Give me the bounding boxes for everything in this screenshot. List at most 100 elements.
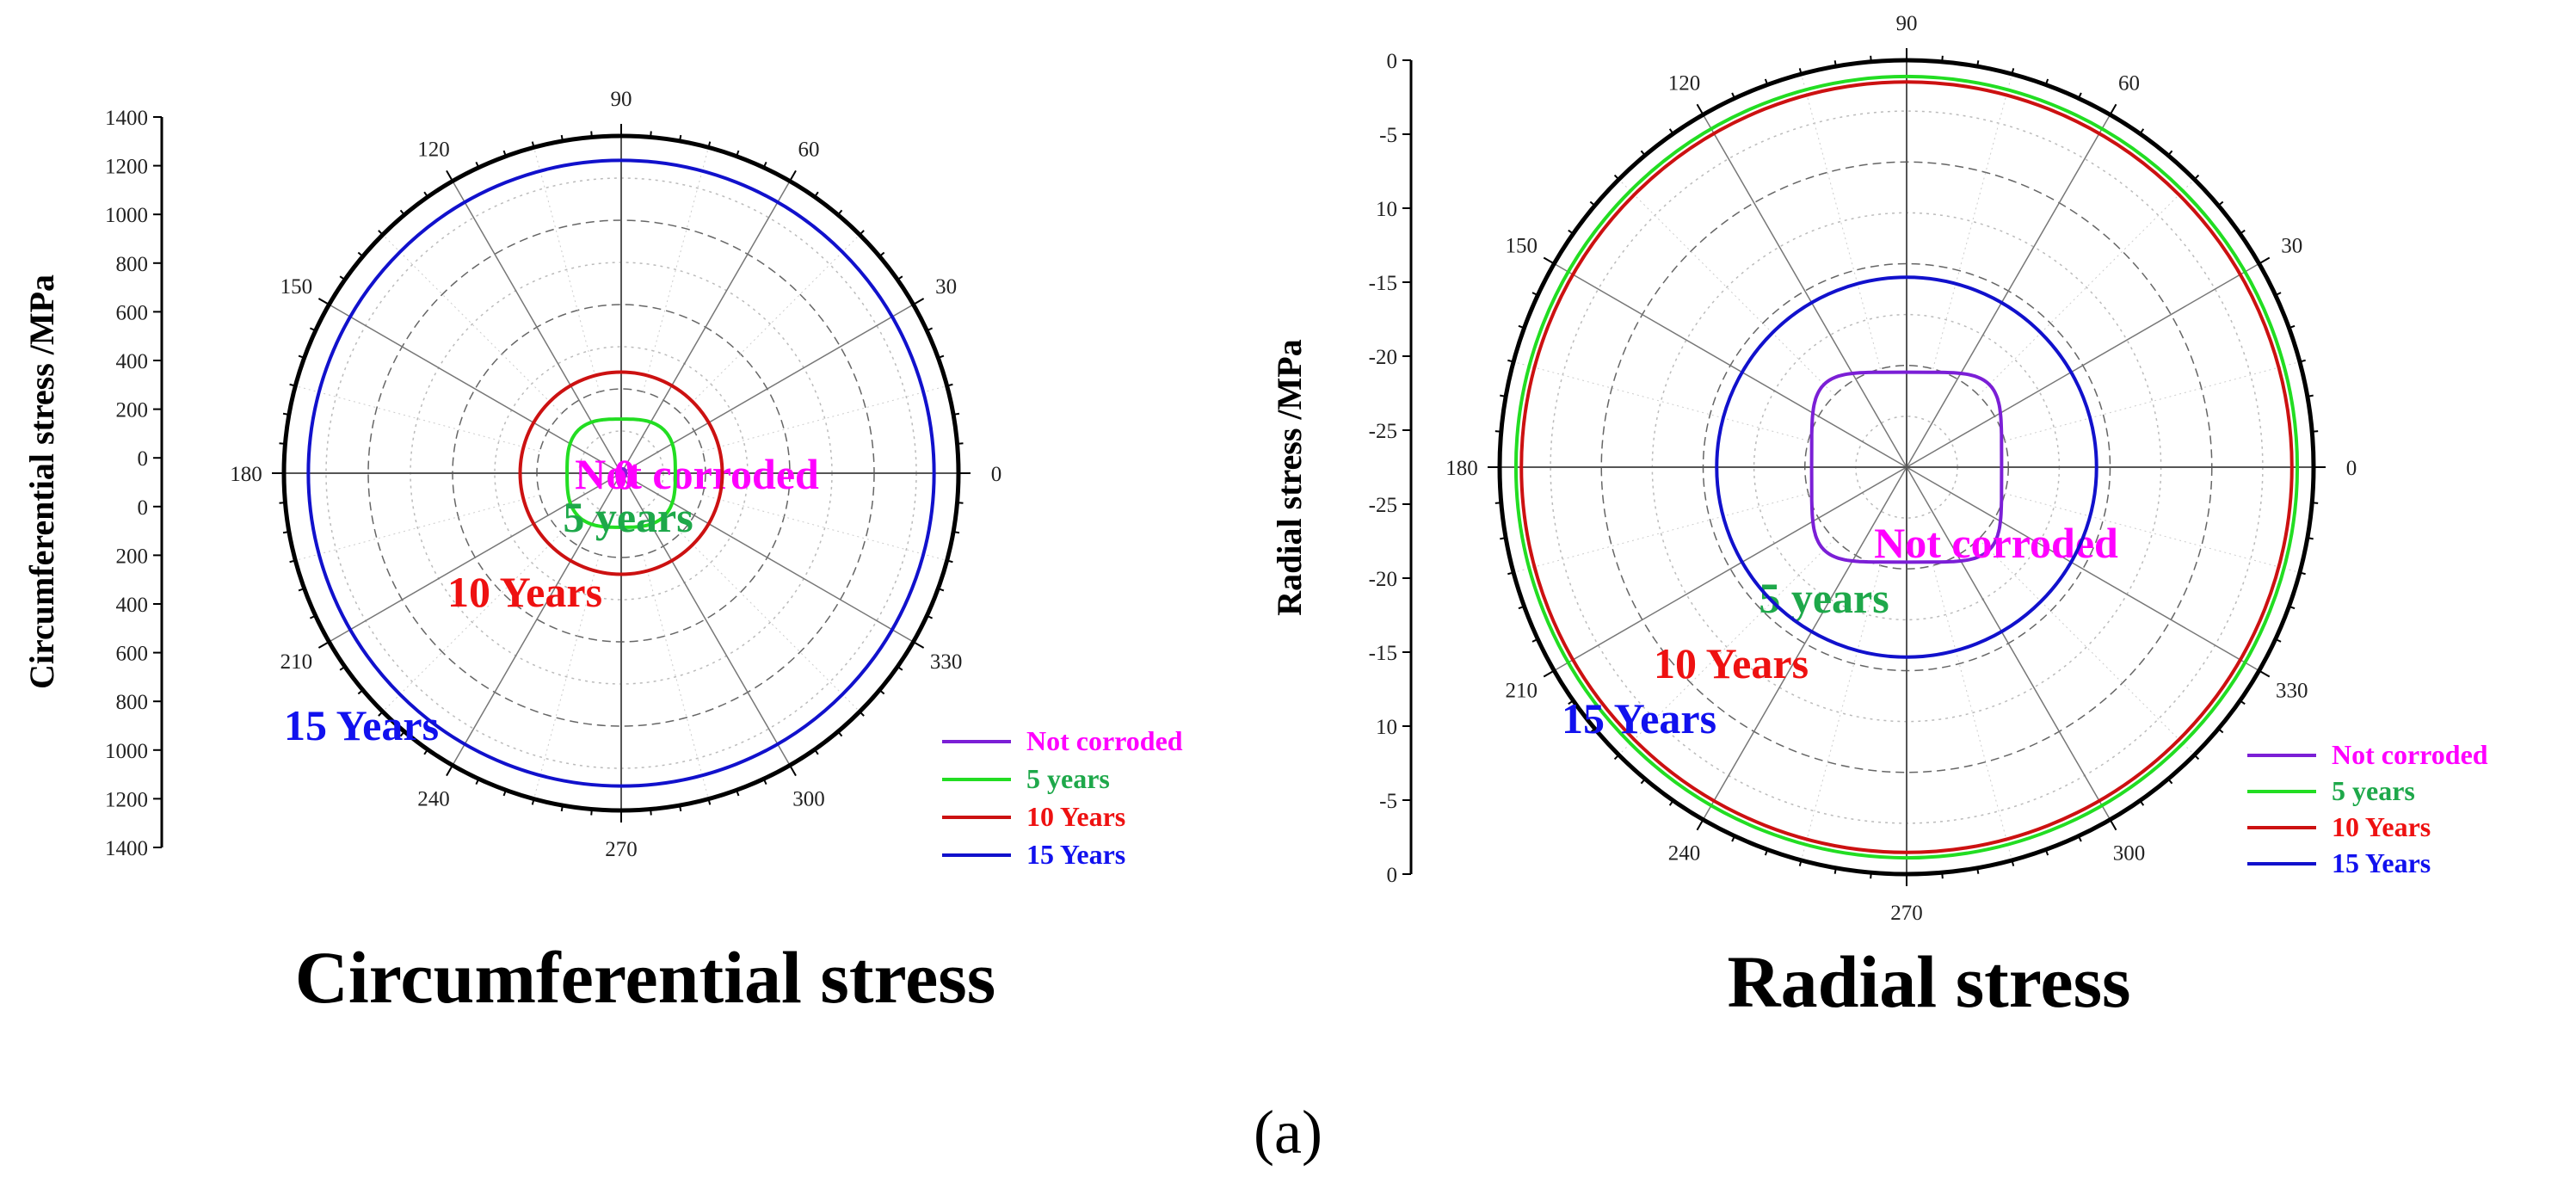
angle-tick-mark <box>789 169 797 182</box>
angle-tick-mark <box>938 354 945 359</box>
angle-tick-mark <box>2011 68 2015 75</box>
angle-tick-mark <box>1668 128 1674 135</box>
grid-minor-spoke <box>382 234 563 415</box>
radial-tick-label: -15 <box>1369 272 1397 295</box>
angle-tick-mark <box>679 134 682 142</box>
grid-spoke <box>1553 466 1907 672</box>
annotation-10-years: 10 Years <box>1654 639 1809 687</box>
radial-tick-label: 10 <box>1376 716 1397 739</box>
angle-label-30: 30 <box>935 275 957 299</box>
angle-tick-mark <box>279 502 286 504</box>
radial-tick-label: 1200 <box>105 788 148 811</box>
angle-tick-mark <box>590 809 593 816</box>
radial-tick-label: 1000 <box>105 204 148 227</box>
legend: Not corroded 5 years 10 Years 15 Years <box>942 725 1183 870</box>
grid-minor-spoke <box>533 147 601 392</box>
angle-tick-mark <box>789 764 797 777</box>
radial-tick-label: -20 <box>1369 568 1397 591</box>
grid-minor-spoke <box>642 147 709 392</box>
angle-tick-mark <box>282 531 290 534</box>
radial-tick-label: -25 <box>1369 494 1397 517</box>
series-not-corroded <box>1809 370 2004 564</box>
angle-label-330: 330 <box>930 650 963 674</box>
angle-label-0: 0 <box>991 463 1002 486</box>
y-axis-label: Radial stress /MPa <box>1270 339 1309 615</box>
angle-label-180: 180 <box>230 463 262 486</box>
radial-tick-label: -5 <box>1379 124 1397 147</box>
angle-tick-mark <box>339 275 346 280</box>
angle-tick-mark <box>1731 92 1736 99</box>
grid-spoke <box>1906 114 2111 468</box>
angle-tick-mark <box>309 327 317 332</box>
grid-spoke <box>1702 114 1907 468</box>
angle-tick-mark <box>446 169 453 182</box>
angle-tick-mark <box>317 641 330 649</box>
radial-axis: 1400 1200 1000 800 600 400 200 0 0 200 400 600 800 10… <box>105 107 163 860</box>
angle-tick-mark <box>679 804 682 812</box>
angle-tick-mark <box>2217 728 2224 734</box>
angle-tick-mark <box>475 778 480 785</box>
angle-tick-mark <box>279 442 286 445</box>
grid-spoke <box>329 472 622 643</box>
radial-tick-label: 0 <box>1387 864 1398 887</box>
angle-tick-mark <box>1531 638 1538 643</box>
grid-minor-spoke <box>680 532 860 712</box>
angle-tick-mark <box>859 711 865 717</box>
angle-tick-mark <box>2139 799 2145 806</box>
circumferential-stress-chart: 0306090120150180210240270300330140012001… <box>22 88 1183 1019</box>
angle-tick-mark <box>423 191 428 198</box>
series-not-corroded <box>615 467 627 479</box>
series-15-years <box>1715 275 2098 659</box>
radial-tick-label: 10 <box>1376 198 1397 221</box>
radial-tick-label: 0 <box>1387 50 1398 73</box>
angle-label-270: 270 <box>1890 902 1923 925</box>
angle-tick-mark <box>1507 571 1514 576</box>
angle-tick-mark <box>2193 754 2200 761</box>
angle-tick-mark <box>339 666 346 671</box>
radial-tick-label: 600 <box>116 643 149 666</box>
angle-label-270: 270 <box>605 838 638 861</box>
grid-spoke <box>1553 262 1907 468</box>
angle-tick-mark <box>1941 55 1944 62</box>
angle-tick-mark <box>926 327 934 332</box>
radial-tick-label: 0 <box>138 496 149 520</box>
angle-tick-mark <box>1589 200 1596 206</box>
angle-tick-mark <box>1798 859 1803 866</box>
angle-tick-mark <box>957 442 964 445</box>
radial-tick-label: -20 <box>1369 346 1397 369</box>
angle-tick-mark <box>378 711 384 717</box>
angle-tick-mark <box>378 230 384 236</box>
angle-tick-mark <box>560 134 564 142</box>
angle-tick-mark <box>298 588 305 592</box>
angle-tick-mark <box>1613 174 1620 181</box>
angle-label-120: 120 <box>1668 71 1701 95</box>
angle-label-90: 90 <box>1896 12 1918 35</box>
angle-tick-mark <box>897 275 903 280</box>
legend-entry: 5 years <box>2332 775 2415 806</box>
angle-tick-mark <box>357 689 364 695</box>
radial-axis: 0 -5 10 -15 -20 -25 -25 -20 -15 10 -5 0 <box>1369 50 1413 887</box>
angle-tick-mark <box>897 666 903 671</box>
angle-tick-mark <box>1494 430 1501 433</box>
angle-tick-mark <box>475 161 480 169</box>
angle-tick-mark <box>1568 229 1575 235</box>
angle-tick-mark <box>859 230 865 236</box>
chart-title: Circumferential stress <box>295 936 995 1019</box>
angle-tick-mark <box>1976 60 1980 67</box>
y-axis-label: Circumferential stress /MPa <box>22 274 61 689</box>
radial-tick-label: 200 <box>116 545 149 568</box>
grid-minor-spoke <box>2005 493 2301 573</box>
series-10-years <box>1519 80 2294 854</box>
grid-minor-spoke <box>702 385 947 453</box>
angle-tick-mark <box>2109 819 2117 831</box>
angle-tick-mark <box>2217 200 2224 206</box>
angle-tick-mark <box>298 354 305 359</box>
angle-tick-mark <box>1731 835 1736 842</box>
grid-spoke <box>620 472 791 766</box>
annotation-10-years: 10 Years <box>447 568 602 616</box>
angle-tick-mark <box>2077 92 2082 99</box>
angle-tick-mark <box>1640 150 1646 157</box>
angle-tick-mark <box>399 730 405 737</box>
